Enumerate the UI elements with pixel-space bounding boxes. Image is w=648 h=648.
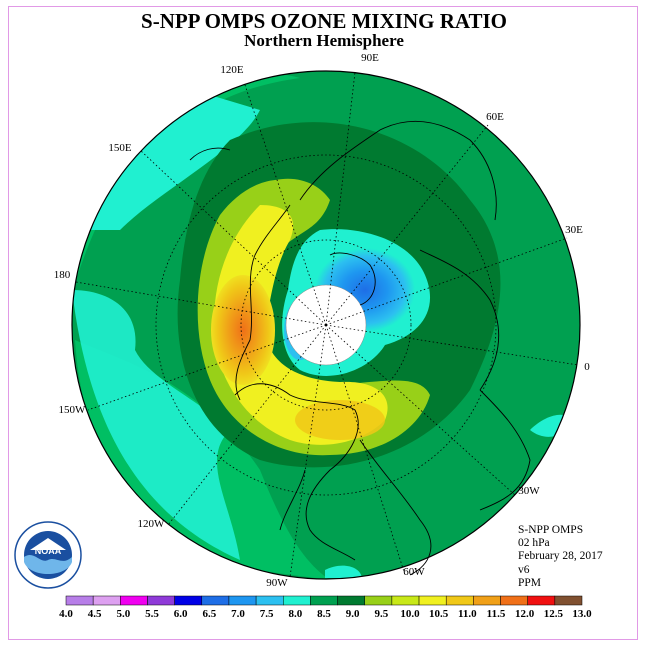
colorbar-swatch — [283, 595, 311, 606]
colorbar-swatch — [92, 595, 121, 606]
colorbar-swatch — [554, 595, 583, 606]
lon-label-60e: 60E — [486, 111, 504, 123]
colorbar-swatch — [310, 595, 338, 606]
colorbar-tick-label: 6.5 — [202, 608, 216, 620]
colorbar-tick-label: 4.5 — [88, 608, 102, 620]
noaa-logo: NOAA — [14, 521, 82, 589]
colorbar-swatch — [201, 595, 230, 606]
lon-label-30e: 30E — [565, 224, 583, 236]
coastlines — [189, 120, 531, 576]
logo-text: NOAA — [35, 546, 62, 556]
info-date: February 28, 2017 — [518, 550, 603, 563]
field-crescent-10 — [214, 205, 388, 445]
map-subtitle: Northern Hemisphere — [244, 31, 404, 50]
colorbar-swatch — [255, 595, 284, 606]
lon-label-90e: 90E — [361, 52, 379, 64]
colorbar-swatch — [147, 595, 175, 606]
colorbar-swatch — [527, 595, 556, 606]
colorbar: 4.0 4.5 5.0 5.5 6.0 6.5 7.0 7.5 8.0 8.5 9.0 9.5 10.0… — [59, 595, 592, 620]
lon-label-90w: 90W — [266, 577, 288, 589]
info-units: PPM — [518, 576, 542, 589]
field-cyan-pacific — [72, 290, 240, 560]
colorbar-labels: 4.0 4.5 5.0 5.5 6.0 6.5 7.0 7.5 8.0 8.5 9.0 9.5 10.0… — [59, 608, 592, 620]
colorbar-swatch — [473, 595, 501, 606]
logo-bird — [30, 538, 66, 550]
colorbar-swatch — [65, 595, 94, 606]
lon-label-60w: 60W — [403, 566, 425, 578]
colorbar-tick-label: 7.5 — [260, 608, 274, 620]
colorbar-swatch — [174, 595, 203, 606]
colorbar-tick-label: 5.5 — [145, 608, 159, 620]
info-block: S-NPP OMPS 02 hPa February 28, 2017 v6 P… — [518, 524, 603, 590]
colorbar-tick-label: 9.0 — [346, 608, 360, 620]
colorbar-tick-label: 13.0 — [572, 608, 592, 620]
colorbar-tick-label: 7.0 — [231, 608, 245, 620]
field-cyan-south — [325, 565, 362, 578]
lon-label-150e: 150E — [108, 142, 132, 154]
colorbar-swatch — [500, 595, 528, 606]
lon-label-120e: 120E — [220, 64, 244, 76]
colorbar-swatch — [445, 595, 474, 606]
colorbar-tick-label: 8.5 — [317, 608, 331, 620]
colorbar-tick-label: 10.0 — [400, 608, 420, 620]
colorbar-tick-label: 11.0 — [458, 608, 477, 620]
lon-label-0: 0 — [584, 361, 590, 373]
colorbar-tick-label: 5.0 — [116, 608, 130, 620]
colorbar-swatch — [120, 595, 148, 606]
colorbar-swatch — [418, 595, 447, 606]
map-boundary — [71, 70, 581, 580]
figure-frame — [8, 6, 638, 640]
field-yellow-orange-south — [295, 400, 385, 440]
lon-label-120w: 120W — [138, 518, 166, 530]
graticule — [75, 71, 579, 578]
map-title: S-NPP OMPS OZONE MIXING RATIO — [141, 9, 507, 33]
field-max-orange — [211, 275, 275, 385]
colorbar-swatch — [228, 595, 257, 606]
colorbar-tick-label: 9.5 — [374, 608, 388, 620]
colorbar-boxes — [65, 595, 583, 606]
colorbar-swatch — [364, 595, 393, 606]
colorbar-tick-label: 11.5 — [487, 608, 506, 620]
info-level: 02 hPa — [518, 537, 550, 550]
colorbar-swatch — [337, 595, 365, 606]
colorbar-swatch — [391, 595, 420, 606]
colorbar-tick-label: 4.0 — [59, 608, 73, 620]
info-instrument: S-NPP OMPS — [518, 524, 584, 536]
colorbar-tick-label: 12.0 — [515, 608, 535, 620]
lon-label-180: 180 — [54, 269, 71, 281]
lon-label-30w: 30W — [518, 485, 540, 497]
colorbar-tick-label: 8.0 — [288, 608, 302, 620]
lon-label-150w: 150W — [59, 404, 87, 416]
logo-wave — [24, 555, 72, 574]
field-cyan-nw — [80, 95, 260, 230]
colorbar-tick-label: 6.0 — [174, 608, 188, 620]
colorbar-tick-label: 10.5 — [429, 608, 449, 620]
info-version: v6 — [518, 563, 530, 576]
colorbar-tick-label: 12.5 — [544, 608, 564, 620]
